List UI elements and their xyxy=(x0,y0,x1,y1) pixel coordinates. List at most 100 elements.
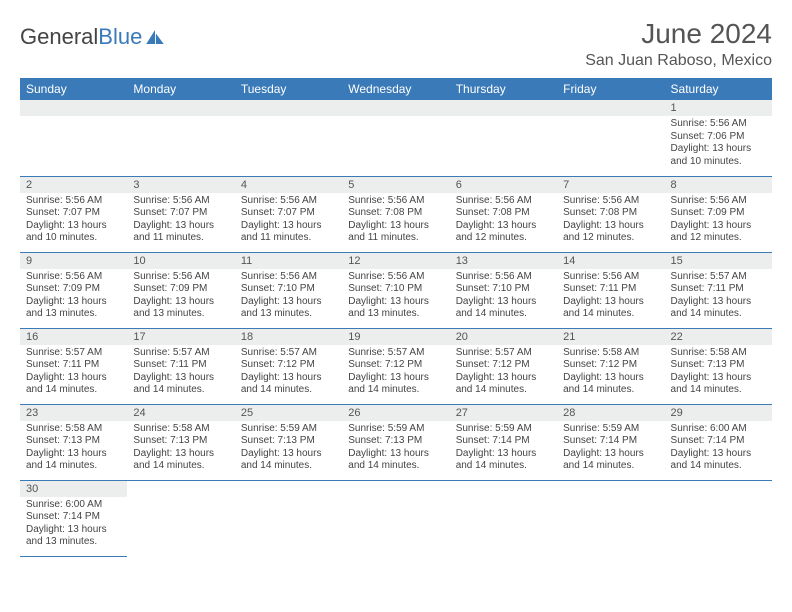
day-header: Saturday xyxy=(665,78,772,100)
calendar-cell: 1Sunrise: 5:56 AMSunset: 7:06 PMDaylight… xyxy=(665,100,772,176)
calendar-cell: 17Sunrise: 5:57 AMSunset: 7:11 PMDayligh… xyxy=(127,328,234,404)
header: GeneralBlue June 2024 San Juan Raboso, M… xyxy=(20,18,772,70)
day-details: Sunrise: 5:56 AMSunset: 7:09 PMDaylight:… xyxy=(20,269,127,325)
day-header: Thursday xyxy=(450,78,557,100)
day-number: 12 xyxy=(342,253,449,269)
calendar-body: 1Sunrise: 5:56 AMSunset: 7:06 PMDaylight… xyxy=(20,100,772,556)
day-header: Monday xyxy=(127,78,234,100)
day-details: Sunrise: 5:57 AMSunset: 7:11 PMDaylight:… xyxy=(20,345,127,401)
calendar-cell: 14Sunrise: 5:56 AMSunset: 7:11 PMDayligh… xyxy=(557,252,664,328)
day-number: 1 xyxy=(665,100,772,116)
calendar-cell: 15Sunrise: 5:57 AMSunset: 7:11 PMDayligh… xyxy=(665,252,772,328)
day-number: 23 xyxy=(20,405,127,421)
day-details: Sunrise: 5:58 AMSunset: 7:12 PMDaylight:… xyxy=(557,345,664,401)
sail-icon xyxy=(146,30,164,44)
calendar-cell: 4Sunrise: 5:56 AMSunset: 7:07 PMDaylight… xyxy=(235,176,342,252)
day-number: 13 xyxy=(450,253,557,269)
day-number: 18 xyxy=(235,329,342,345)
day-number: 26 xyxy=(342,405,449,421)
day-details: Sunrise: 5:58 AMSunset: 7:13 PMDaylight:… xyxy=(127,421,234,477)
calendar-cell xyxy=(450,480,557,556)
day-details: Sunrise: 5:59 AMSunset: 7:13 PMDaylight:… xyxy=(235,421,342,477)
day-number: 20 xyxy=(450,329,557,345)
day-details: Sunrise: 5:59 AMSunset: 7:13 PMDaylight:… xyxy=(342,421,449,477)
day-details: Sunrise: 5:56 AMSunset: 7:07 PMDaylight:… xyxy=(20,193,127,249)
calendar-cell: 26Sunrise: 5:59 AMSunset: 7:13 PMDayligh… xyxy=(342,404,449,480)
blank-bar xyxy=(342,100,449,116)
calendar-cell: 28Sunrise: 5:59 AMSunset: 7:14 PMDayligh… xyxy=(557,404,664,480)
day-number: 21 xyxy=(557,329,664,345)
calendar-cell: 2Sunrise: 5:56 AMSunset: 7:07 PMDaylight… xyxy=(20,176,127,252)
day-details: Sunrise: 6:00 AMSunset: 7:14 PMDaylight:… xyxy=(20,497,127,553)
calendar-cell: 24Sunrise: 5:58 AMSunset: 7:13 PMDayligh… xyxy=(127,404,234,480)
day-details: Sunrise: 5:56 AMSunset: 7:11 PMDaylight:… xyxy=(557,269,664,325)
day-number: 30 xyxy=(20,481,127,497)
blank-bar xyxy=(557,100,664,116)
day-details: Sunrise: 5:57 AMSunset: 7:11 PMDaylight:… xyxy=(127,345,234,401)
calendar-cell: 27Sunrise: 5:59 AMSunset: 7:14 PMDayligh… xyxy=(450,404,557,480)
calendar-cell: 22Sunrise: 5:58 AMSunset: 7:13 PMDayligh… xyxy=(665,328,772,404)
day-number: 5 xyxy=(342,177,449,193)
day-details: Sunrise: 6:00 AMSunset: 7:14 PMDaylight:… xyxy=(665,421,772,477)
calendar-cell: 9Sunrise: 5:56 AMSunset: 7:09 PMDaylight… xyxy=(20,252,127,328)
day-details: Sunrise: 5:56 AMSunset: 7:09 PMDaylight:… xyxy=(665,193,772,249)
logo-text-general: General xyxy=(20,24,98,49)
month-title: June 2024 xyxy=(585,18,772,50)
day-details: Sunrise: 5:58 AMSunset: 7:13 PMDaylight:… xyxy=(665,345,772,401)
calendar-cell xyxy=(557,480,664,556)
calendar-cell: 29Sunrise: 6:00 AMSunset: 7:14 PMDayligh… xyxy=(665,404,772,480)
calendar-cell: 25Sunrise: 5:59 AMSunset: 7:13 PMDayligh… xyxy=(235,404,342,480)
day-details: Sunrise: 5:56 AMSunset: 7:07 PMDaylight:… xyxy=(235,193,342,249)
day-number: 27 xyxy=(450,405,557,421)
day-number: 25 xyxy=(235,405,342,421)
day-details: Sunrise: 5:56 AMSunset: 7:09 PMDaylight:… xyxy=(127,269,234,325)
day-details: Sunrise: 5:59 AMSunset: 7:14 PMDaylight:… xyxy=(557,421,664,477)
day-details: Sunrise: 5:56 AMSunset: 7:07 PMDaylight:… xyxy=(127,193,234,249)
calendar-page: GeneralBlue June 2024 San Juan Raboso, M… xyxy=(0,0,792,557)
calendar-cell: 18Sunrise: 5:57 AMSunset: 7:12 PMDayligh… xyxy=(235,328,342,404)
day-details: Sunrise: 5:57 AMSunset: 7:12 PMDaylight:… xyxy=(342,345,449,401)
calendar-cell: 3Sunrise: 5:56 AMSunset: 7:07 PMDaylight… xyxy=(127,176,234,252)
calendar-row: 2Sunrise: 5:56 AMSunset: 7:07 PMDaylight… xyxy=(20,176,772,252)
day-number: 14 xyxy=(557,253,664,269)
day-number: 10 xyxy=(127,253,234,269)
location: San Juan Raboso, Mexico xyxy=(585,52,772,70)
day-number: 29 xyxy=(665,405,772,421)
day-details: Sunrise: 5:56 AMSunset: 7:08 PMDaylight:… xyxy=(557,193,664,249)
day-details: Sunrise: 5:56 AMSunset: 7:08 PMDaylight:… xyxy=(450,193,557,249)
calendar-cell: 16Sunrise: 5:57 AMSunset: 7:11 PMDayligh… xyxy=(20,328,127,404)
day-number: 11 xyxy=(235,253,342,269)
day-details: Sunrise: 5:56 AMSunset: 7:06 PMDaylight:… xyxy=(665,116,772,172)
blank-bar xyxy=(450,100,557,116)
calendar-cell: 30Sunrise: 6:00 AMSunset: 7:14 PMDayligh… xyxy=(20,480,127,556)
logo: GeneralBlue xyxy=(20,24,164,50)
day-number: 9 xyxy=(20,253,127,269)
calendar-cell xyxy=(20,100,127,176)
calendar-head: SundayMondayTuesdayWednesdayThursdayFrid… xyxy=(20,78,772,100)
day-number: 19 xyxy=(342,329,449,345)
blank-bar xyxy=(20,100,127,116)
day-number: 6 xyxy=(450,177,557,193)
day-number: 15 xyxy=(665,253,772,269)
calendar-cell xyxy=(127,480,234,556)
calendar-row: 16Sunrise: 5:57 AMSunset: 7:11 PMDayligh… xyxy=(20,328,772,404)
day-number: 24 xyxy=(127,405,234,421)
calendar-row: 30Sunrise: 6:00 AMSunset: 7:14 PMDayligh… xyxy=(20,480,772,556)
calendar-cell: 11Sunrise: 5:56 AMSunset: 7:10 PMDayligh… xyxy=(235,252,342,328)
calendar-cell xyxy=(450,100,557,176)
day-number: 2 xyxy=(20,177,127,193)
calendar-cell: 6Sunrise: 5:56 AMSunset: 7:08 PMDaylight… xyxy=(450,176,557,252)
calendar-cell: 20Sunrise: 5:57 AMSunset: 7:12 PMDayligh… xyxy=(450,328,557,404)
calendar-cell: 12Sunrise: 5:56 AMSunset: 7:10 PMDayligh… xyxy=(342,252,449,328)
blank-bar xyxy=(235,100,342,116)
day-number: 3 xyxy=(127,177,234,193)
calendar-row: 23Sunrise: 5:58 AMSunset: 7:13 PMDayligh… xyxy=(20,404,772,480)
logo-text: GeneralBlue xyxy=(20,24,142,50)
calendar-cell xyxy=(342,100,449,176)
day-header: Wednesday xyxy=(342,78,449,100)
day-details: Sunrise: 5:56 AMSunset: 7:08 PMDaylight:… xyxy=(342,193,449,249)
day-details: Sunrise: 5:56 AMSunset: 7:10 PMDaylight:… xyxy=(450,269,557,325)
calendar-cell xyxy=(235,100,342,176)
calendar-row: 9Sunrise: 5:56 AMSunset: 7:09 PMDaylight… xyxy=(20,252,772,328)
day-header: Friday xyxy=(557,78,664,100)
